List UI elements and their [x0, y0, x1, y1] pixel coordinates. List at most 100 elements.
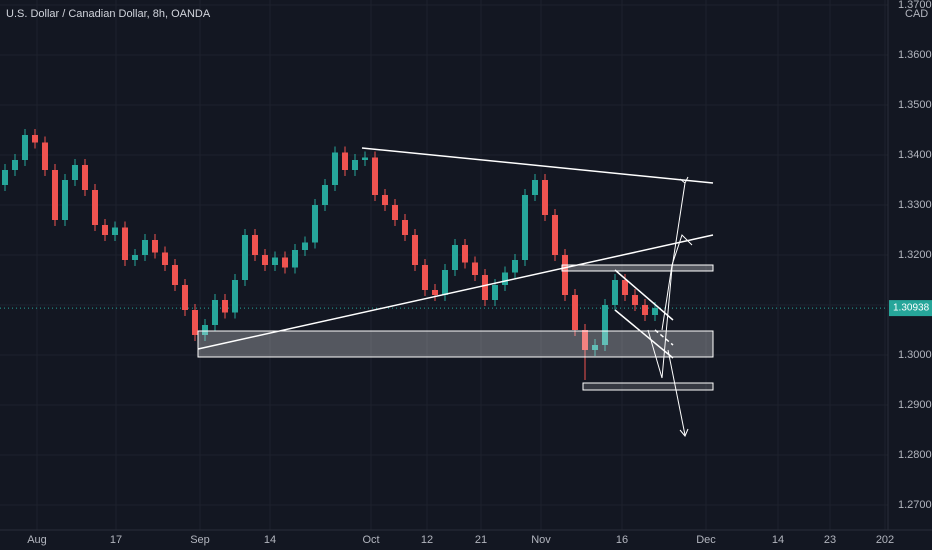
candle-body: [322, 185, 328, 205]
candle-body: [172, 265, 178, 285]
candle-body: [242, 235, 248, 280]
x-tick-label: 21: [475, 534, 487, 546]
candle-body: [362, 157, 368, 160]
y-tick-label: 1.36000: [898, 49, 932, 61]
x-tick-label: Sep: [190, 534, 210, 546]
candle-body: [512, 260, 518, 273]
candle-body: [652, 308, 658, 315]
y-tick-label: 1.30000: [898, 349, 932, 361]
trend-line: [197, 234, 714, 350]
candle-body: [532, 180, 538, 195]
candle-body: [312, 205, 318, 243]
candle-body: [132, 255, 138, 260]
candle-body: [272, 257, 278, 265]
candle-body: [202, 325, 208, 335]
candle-body: [42, 142, 48, 170]
candle-body: [452, 245, 458, 270]
arrow-head: [679, 428, 689, 437]
candle-body: [572, 295, 578, 330]
x-tick-label: Nov: [531, 534, 551, 546]
currency-label: CAD: [905, 8, 928, 20]
y-tick-label: 1.27000: [898, 499, 932, 511]
candle-body: [332, 152, 338, 185]
candle-body: [642, 305, 648, 315]
projection-arrow: [647, 182, 686, 379]
chart-title: U.S. Dollar / Canadian Dollar, 8h, OANDA: [6, 8, 211, 20]
candle-body: [112, 227, 118, 235]
candle-body: [222, 300, 228, 313]
y-tick-label: 1.37000: [898, 0, 932, 11]
x-tick-label: 17: [110, 534, 122, 546]
candle-body: [382, 195, 388, 205]
candle-body: [292, 250, 298, 268]
candle-body: [372, 157, 378, 195]
candle-body: [522, 195, 528, 260]
y-tick-label: 1.35000: [898, 99, 932, 111]
candle-body: [182, 285, 188, 310]
arrow-head: [679, 176, 689, 184]
candle-body: [302, 242, 308, 250]
x-tick-label: 12: [421, 534, 433, 546]
candle-body: [412, 235, 418, 265]
y-tick-label: 1.33000: [898, 199, 932, 211]
candle-body: [142, 240, 148, 255]
x-tick-label: 16: [616, 534, 628, 546]
candle-body: [502, 272, 508, 285]
candle-body: [612, 280, 618, 305]
candle-body: [582, 330, 588, 350]
x-tick-label: 14: [772, 534, 784, 546]
candle-body: [552, 215, 558, 255]
x-tick-label: Oct: [362, 534, 379, 546]
price-label: 1.30938: [893, 303, 930, 314]
candle-body: [592, 345, 598, 350]
candle-body: [22, 135, 28, 160]
x-tick-label: 23: [824, 534, 836, 546]
candle-body: [472, 262, 478, 275]
candle-body: [392, 205, 398, 220]
candle-body: [12, 160, 18, 170]
x-tick-label: 14: [264, 534, 276, 546]
candle-body: [442, 270, 448, 295]
candle-body: [632, 295, 638, 305]
candle-body: [2, 170, 8, 185]
price-badge: [889, 300, 932, 317]
candle-body: [62, 180, 68, 220]
trend-line: [361, 147, 714, 184]
y-tick-label: 1.32000: [898, 249, 932, 261]
zone: [561, 264, 714, 272]
candle-body: [52, 170, 58, 220]
candle-body: [342, 152, 348, 170]
candle-body: [562, 255, 568, 295]
candle-body: [352, 160, 358, 170]
channel-line: [614, 269, 674, 321]
candle-body: [92, 190, 98, 225]
x-tick-label: Aug: [27, 534, 47, 546]
candle-body: [262, 255, 268, 265]
candle-body: [622, 280, 628, 295]
candle-body: [162, 252, 168, 265]
x-tick-label: Dec: [696, 534, 716, 546]
candle-body: [602, 305, 608, 345]
y-tick-label: 1.34000: [898, 149, 932, 161]
channel-line: [654, 329, 674, 346]
candle-body: [462, 245, 468, 263]
candle-body: [252, 235, 258, 255]
candle-body: [232, 280, 238, 313]
candle-body: [282, 257, 288, 268]
candle-body: [122, 227, 128, 260]
y-tick-label: 1.29000: [898, 399, 932, 411]
candle-body: [82, 165, 88, 190]
candle-body: [192, 310, 198, 335]
y-tick-label: 1.28000: [898, 449, 932, 461]
zone: [197, 330, 714, 358]
x-tick-label: 202: [876, 534, 894, 546]
candle-body: [72, 165, 78, 180]
drawings: [197, 147, 714, 437]
candle-body: [432, 290, 438, 295]
candle-body: [542, 180, 548, 215]
candle-body: [422, 265, 428, 290]
zone: [582, 382, 714, 391]
candles: [2, 129, 658, 380]
